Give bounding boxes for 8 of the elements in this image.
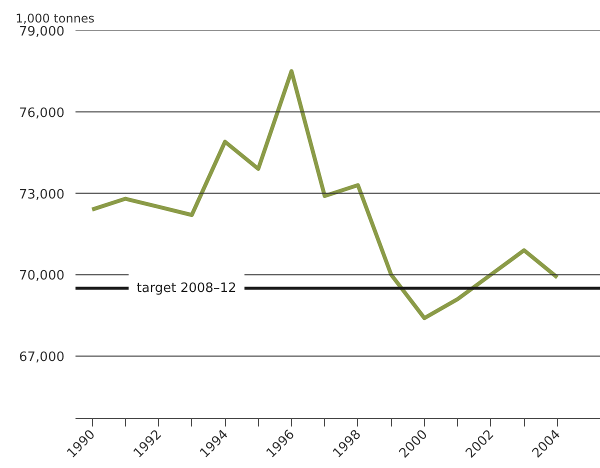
y-axis-title: 1,000 tonnes xyxy=(16,12,95,26)
y-tick-label: 76,000 xyxy=(19,106,65,121)
line-series xyxy=(90,69,560,320)
ref-line-label: target 2008–12 xyxy=(136,280,236,296)
y-tick-label: 70,000 xyxy=(19,268,65,284)
y-tick-label: 79,000 xyxy=(19,24,65,40)
y-tick-label: 73,000 xyxy=(19,187,65,202)
y-tick-label: 67,000 xyxy=(19,350,65,366)
